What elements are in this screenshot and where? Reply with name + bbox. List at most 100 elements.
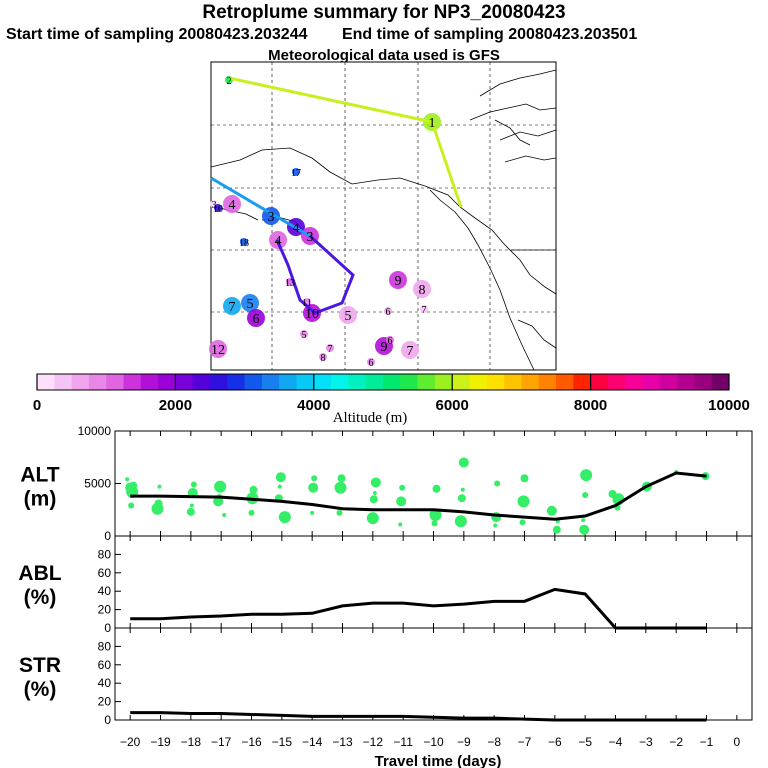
colorbar-segment (348, 374, 366, 390)
x-tick-label: −4 (609, 735, 623, 749)
colorbar-segment (383, 374, 401, 390)
day-label: 8 (419, 283, 426, 298)
plume-dot (367, 358, 375, 366)
altitude-scatter-point (580, 469, 593, 482)
day-label: 3 (307, 230, 314, 245)
day-label: 5 (345, 309, 352, 324)
x-tick-label: −17 (211, 735, 232, 749)
plume-dot (223, 195, 241, 213)
y-tick-label: 0 (104, 621, 111, 635)
day-label: 2 (227, 76, 232, 87)
x-tick-label: −19 (150, 735, 171, 749)
colorbar-segment (590, 374, 609, 390)
altitude-scatter-point (579, 524, 590, 535)
x-tick-label: −16 (241, 735, 262, 749)
altitude-scatter-point (582, 492, 589, 499)
altitude-scatter-point (310, 510, 315, 515)
colorbar-segment (331, 374, 349, 390)
colorbar-segment (625, 374, 643, 390)
day-label: 6 (253, 312, 260, 327)
colorbar-segment (261, 374, 280, 390)
day-label: 5 (302, 330, 307, 341)
panel-abl: 80 60 40 20 0 ABL(%) (18, 535, 753, 635)
y-tick-label: 80 (98, 547, 112, 561)
altitude-scatter-point (248, 509, 255, 516)
altitude-scatter-point (249, 485, 258, 494)
altitude-scatter-point (457, 494, 466, 503)
altitude-scatter-point (186, 507, 195, 516)
panel-frame (114, 535, 753, 629)
day-label: 10 (213, 204, 223, 215)
time-series-panels: 1000050000ALT(m)806040200ABL(%)806040200… (18, 424, 753, 768)
altitude-scatter-point (190, 481, 197, 488)
x-tick-label: −13 (332, 735, 353, 749)
x-tick-label: −3 (639, 735, 653, 749)
plume-dot (247, 309, 265, 327)
colorbar-segment (296, 374, 315, 390)
panel-ylabel-unit: (%) (24, 586, 57, 609)
altitude-scatter-point (125, 477, 130, 482)
altitude-scatter-point (311, 475, 318, 482)
colorbar-tick-label: 10000 (708, 397, 750, 414)
colorbar-segment (434, 374, 453, 390)
colorbar-segment (538, 374, 557, 390)
colorbar-segment (677, 374, 695, 390)
plume-dot (389, 271, 407, 289)
trajectory-segment-mid (210, 176, 311, 238)
altitude-scatter-point (517, 495, 530, 508)
y-tick-label: 80 (98, 639, 112, 653)
y-tick-label: 40 (98, 676, 112, 690)
altitude-scatter-point (520, 474, 529, 483)
plume-dot (240, 238, 248, 246)
colorbar-segment (659, 374, 678, 390)
colorbar-segment (244, 374, 263, 390)
x-tick-label: −20 (120, 735, 141, 749)
day-label: 9 (395, 274, 402, 289)
plume-dot (420, 305, 428, 313)
plume-dot (386, 336, 394, 344)
colorbar-segment (175, 374, 193, 390)
altitude-scatter-point (337, 474, 346, 483)
colorbar-segment (521, 374, 539, 390)
alt-line (130, 471, 707, 521)
colorbar-segment (210, 374, 228, 390)
x-axis: −20 −19 −18 −17 −16 −15 −14 −13 −12 −11 −10 −9 −8 −7−… (120, 735, 741, 768)
colorbar-segment (573, 374, 591, 390)
altitude-scatter-point (213, 496, 224, 507)
plume-dot (300, 330, 308, 338)
altitude-scatter-point (454, 515, 467, 528)
chart-title: Retroplume summary for NP3_20080423 (202, 2, 566, 23)
day-label: 5 (247, 297, 254, 312)
day-label: 11 (302, 298, 312, 309)
altitude-scatter-point (334, 481, 347, 494)
x-tick-label: −18 (181, 735, 202, 749)
altitude-scatter-point (519, 519, 526, 526)
colorbar-segment (123, 374, 142, 390)
x-tick-label: −5 (578, 735, 592, 749)
str-line (130, 711, 707, 722)
colorbar-segment (607, 374, 626, 390)
plume-dot (223, 297, 241, 315)
x-axis-title: Travel time (days) (375, 753, 502, 768)
end-time-label: End time of sampling 20080423.203501 (341, 26, 638, 43)
x-tick-label: −12 (363, 735, 384, 749)
altitude-scatter-point (157, 484, 162, 489)
altitude-scatter-point (125, 482, 136, 493)
colorbar-segment (158, 374, 176, 390)
plume-dot (319, 353, 327, 361)
altitude-scatter-point (398, 522, 403, 527)
day-label: 10 (305, 307, 319, 322)
colorbar-segment (365, 374, 384, 390)
plume-dot (413, 280, 431, 298)
altitude-scatter-point (366, 512, 379, 525)
panel-frame (114, 627, 753, 721)
plume-dot (339, 306, 357, 324)
day-label: 6 (386, 307, 391, 318)
x-tick-label: −8 (487, 735, 501, 749)
day-label: 8 (321, 353, 326, 364)
altitude-scatter-point (546, 505, 557, 516)
plume-dot (241, 294, 259, 312)
day-label: 1 (429, 116, 436, 131)
